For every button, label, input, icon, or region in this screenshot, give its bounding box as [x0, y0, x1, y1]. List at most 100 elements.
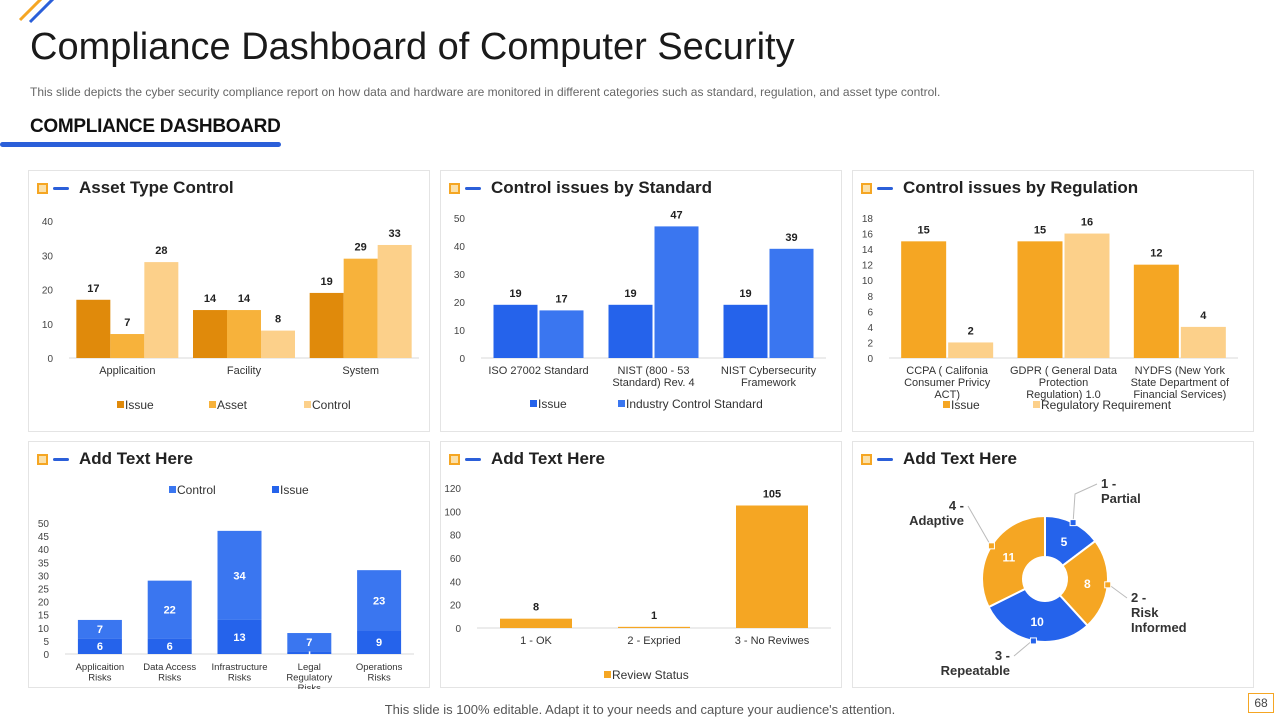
y-tick-label: 5	[43, 637, 49, 648]
y-tick-label: 120	[444, 484, 461, 495]
data-label: 6	[167, 641, 173, 653]
page-number: 68	[1248, 693, 1274, 713]
data-label: 12	[1150, 248, 1162, 260]
bar-regulatory-requirement	[948, 342, 994, 358]
leader-marker	[1029, 637, 1037, 645]
legend-swatch	[117, 401, 124, 408]
maturity-panel: Add Text Here 5 1 -Partial 8 2 -Risk Informe…	[852, 441, 1254, 688]
data-label: 33	[389, 228, 401, 240]
bar-control	[261, 330, 295, 358]
data-label: 1	[651, 610, 657, 622]
legend-label: Control	[312, 398, 351, 412]
bar-issue	[357, 630, 402, 654]
bar-control	[287, 633, 332, 652]
x-tick-label: NYDFS (New York State Department of Financ…	[1131, 365, 1230, 401]
legend-label: Issue	[125, 398, 154, 412]
donut-slice	[1058, 539, 1109, 627]
bar-regulatory-requirement	[1064, 233, 1110, 358]
data-label: 1	[306, 648, 312, 660]
bar-asset	[343, 258, 378, 358]
leader-marker	[1104, 581, 1112, 589]
bar-control	[147, 580, 192, 639]
slice-value-label: 5	[1061, 535, 1068, 549]
data-label: 19	[624, 288, 636, 300]
panel-header: Add Text Here	[37, 448, 193, 470]
slice-category-label: 3 -Repeatable	[941, 648, 1010, 678]
bar-review-status	[500, 618, 572, 628]
slice-category-label: 4 -Adaptive	[909, 498, 964, 528]
donut-slice	[987, 587, 1089, 643]
risks-stacked-chart: 0 5 10 15 20 25 30 35 40 45 50 6 7 Applicaition Risks 6…	[38, 483, 414, 689]
data-label: 17	[555, 293, 567, 305]
x-tick-label: System	[342, 365, 379, 377]
panel-title: Control issues by Regulation	[903, 178, 1139, 197]
y-tick-label: 16	[862, 230, 874, 241]
bar-issue	[493, 304, 538, 358]
slice-value-label: 11	[1003, 551, 1016, 565]
data-label: 14	[204, 293, 217, 305]
legend-swatch	[272, 486, 279, 493]
square-bullet-icon	[37, 453, 48, 465]
data-label: 47	[670, 209, 682, 221]
bar-issue	[608, 304, 653, 358]
legend-label: Review Status	[612, 668, 689, 682]
data-label: 8	[275, 314, 281, 326]
section-title: COMPLIANCE DASHBOARD	[30, 116, 281, 137]
bar-asset	[227, 310, 261, 358]
y-tick-label: 25	[38, 585, 50, 596]
y-tick-label: 8	[867, 292, 873, 303]
bar-industry-control-standard	[654, 226, 699, 358]
asset-type-control-chart: 0 10 20 30 40 17 7 28 Applicaition 14 14 8 Facility 1…	[42, 217, 419, 412]
data-label: 19	[321, 276, 333, 288]
panel-header: Control issues by Regulation	[861, 177, 1138, 199]
y-tick-label: 50	[454, 214, 466, 225]
bar-control	[144, 262, 179, 358]
bar-regulatory-requirement	[1180, 326, 1226, 358]
legend-label: Control	[177, 483, 216, 497]
footer-note: This slide is 100% editable. Adapt it to…	[384, 702, 896, 717]
legend-label: Issue	[280, 483, 309, 497]
legend-label: Asset	[217, 398, 248, 412]
slice-category-label: 2 -Risk Informed	[1131, 590, 1187, 635]
data-label: 15	[1034, 224, 1046, 236]
y-tick-label: 14	[862, 245, 874, 256]
x-tick-label: Data Access Risks	[143, 662, 196, 684]
data-label: 23	[373, 595, 385, 607]
data-label: 4	[1200, 310, 1207, 322]
bar-issue	[217, 619, 262, 654]
legend-swatch	[618, 400, 625, 407]
slice-value-label: 8	[1084, 577, 1091, 591]
data-label: 22	[164, 604, 176, 616]
data-label: 105	[763, 489, 781, 501]
y-tick-label: 60	[450, 554, 462, 565]
data-label: 8	[533, 602, 539, 614]
bar-control	[217, 530, 262, 620]
page-subtitle: This slide depicts the cyber security co…	[30, 85, 941, 99]
bar-issue	[723, 304, 768, 358]
data-label: 29	[355, 242, 367, 254]
y-tick-label: 40	[38, 545, 50, 556]
legend-label: Issue	[951, 398, 980, 412]
bar-industry-control-standard	[769, 248, 814, 358]
data-label: 14	[238, 293, 251, 305]
y-tick-label: 0	[459, 354, 465, 365]
data-label: 34	[233, 570, 246, 582]
data-label: 28	[155, 245, 167, 257]
x-tick-label: NIST (800 - 53 Standard) Rev. 4	[612, 365, 694, 389]
y-tick-label: 100	[444, 507, 461, 518]
y-tick-label: 30	[454, 270, 466, 281]
section-underline	[0, 142, 281, 147]
legend-swatch	[304, 401, 311, 408]
x-tick-label: Facility	[227, 365, 262, 377]
y-tick-label: 20	[42, 286, 54, 297]
bar-control	[377, 244, 412, 358]
panel-header: Add Text Here	[861, 448, 1017, 470]
y-tick-label: 30	[38, 571, 50, 582]
y-tick-label: 45	[38, 532, 50, 543]
data-label: 39	[785, 232, 797, 244]
bar-issue	[287, 651, 332, 654]
y-tick-label: 50	[38, 519, 50, 530]
dash-icon	[877, 186, 893, 190]
y-tick-label: 10	[38, 624, 50, 635]
bar-issue	[1133, 264, 1179, 358]
